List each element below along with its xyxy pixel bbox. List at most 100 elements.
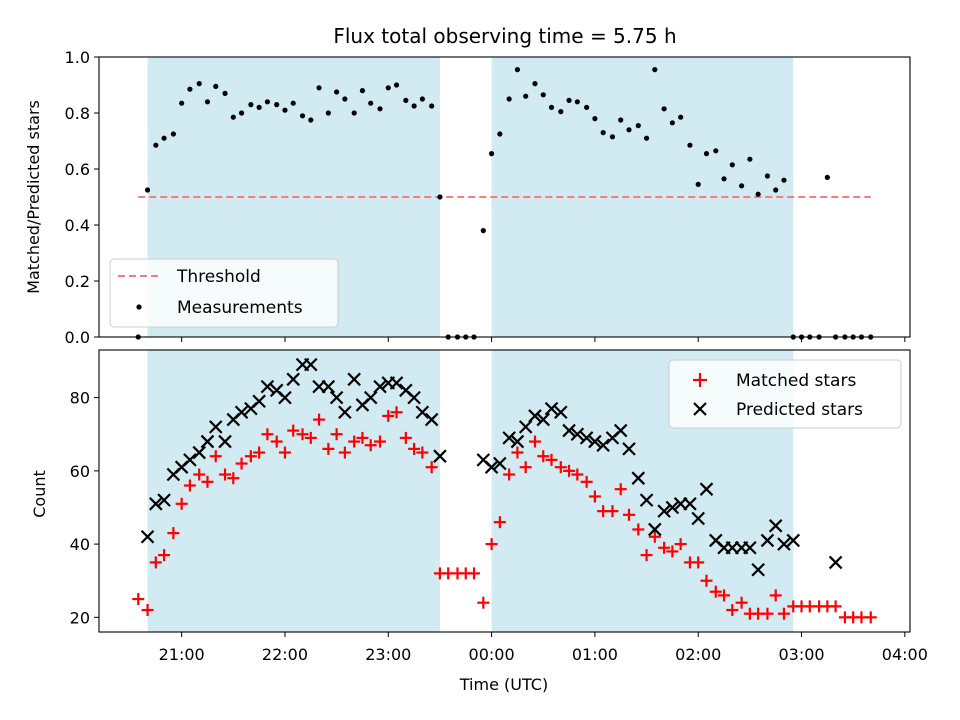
ytick-label: 0.0 [65, 328, 90, 347]
predicted-point-b [218, 434, 232, 449]
measurement-point [609, 134, 616, 140]
measurement-point [703, 151, 710, 157]
predicted-point [657, 504, 671, 518]
matched-point [193, 468, 206, 481]
predicted-point [218, 434, 232, 449]
ytick-label: 0.6 [65, 160, 90, 179]
predicted-point-b [579, 431, 594, 445]
bottom-legend-box [668, 359, 902, 429]
legend-threshold-label: Threshold [176, 267, 261, 287]
matched-point [640, 549, 653, 562]
predicted-point [433, 449, 447, 463]
predicted-point-b [234, 405, 249, 420]
predicted-point-b [639, 493, 654, 507]
matched-point [235, 457, 248, 470]
matched-point [511, 446, 524, 459]
predicted-point-b [536, 412, 551, 427]
measurement-point [480, 228, 486, 234]
matched-point [554, 461, 567, 474]
matched-point [374, 435, 387, 448]
predicted-point-b [407, 390, 421, 405]
predicted-point [760, 533, 775, 548]
measurement-point [713, 148, 719, 154]
predicted-point [528, 409, 542, 423]
matched-point [330, 428, 343, 441]
predicted-point-b [476, 453, 491, 467]
matched-point [399, 431, 412, 444]
measurement-point [652, 67, 658, 73]
measurement-point [584, 104, 590, 110]
measurement-point [661, 106, 667, 112]
top-ylabel: Matched/Predicted stars [24, 100, 43, 294]
measurement-point [755, 191, 761, 197]
predicted-point-b [304, 357, 318, 372]
measurement-point [248, 102, 254, 108]
predicted-point-b [208, 420, 223, 434]
predicted-point-b [510, 434, 525, 449]
matched-point [382, 409, 395, 422]
matched-point [735, 596, 748, 609]
measurement-point [566, 97, 572, 103]
predicted-point [424, 412, 439, 427]
predicted-point [200, 434, 215, 449]
predicted-point [631, 471, 646, 485]
matched-point [322, 442, 335, 455]
predicted-point-b [389, 376, 404, 390]
predicted-point-b [260, 379, 275, 394]
measurement-point [342, 96, 348, 102]
predicted-point [665, 500, 680, 515]
xtick-label: 01:00 [572, 645, 618, 664]
measurement-point [334, 89, 340, 95]
matched-point [468, 567, 481, 580]
measurement-point [532, 81, 538, 87]
predicted-point-b [192, 445, 206, 460]
measurement-point [635, 123, 641, 129]
predicted-point-b [149, 497, 163, 511]
predicted-point-b [708, 533, 723, 548]
predicted-point-b [648, 522, 662, 537]
matched-point [158, 549, 171, 562]
predicted-point [510, 434, 525, 449]
predicted-point [554, 405, 568, 420]
matched-point [348, 435, 361, 448]
predicted-point-b [691, 511, 705, 526]
predicted-point-b [200, 434, 215, 449]
matched-point [201, 475, 214, 488]
matched-point [777, 607, 790, 620]
predicted-point-b [828, 555, 843, 570]
matched-point [149, 556, 162, 569]
predicted-point-b [588, 434, 602, 449]
ytick-label: 80 [70, 389, 90, 408]
measurement-point [238, 110, 245, 116]
matched-point [390, 406, 403, 419]
predicted-point-b [665, 500, 680, 515]
matched-point [287, 424, 300, 437]
matched-point [304, 431, 317, 444]
measurement-point [695, 181, 701, 187]
matched-point [528, 435, 541, 448]
predicted-point-b [363, 390, 378, 405]
predicted-point-b [140, 530, 155, 544]
bottom-axes: 20 40 60 80 21:00 22:00 23:00 00:00 01:00 02:00 03… [70, 389, 928, 664]
measurement-point [523, 93, 529, 99]
bottom-xlabel: Time (UTC) [459, 675, 548, 694]
predicted-point-b [743, 540, 757, 555]
matched-point [425, 461, 438, 474]
measurement-point [187, 86, 193, 92]
predicted-point [234, 405, 249, 420]
measurement-point [729, 162, 735, 168]
measurement-point [497, 131, 503, 137]
predicted-point [140, 530, 155, 544]
predicted-point-b [484, 460, 499, 474]
predicted-point-b [424, 412, 439, 427]
matched-point [709, 585, 722, 598]
predicted-point-b [278, 390, 292, 405]
xtick-label: 23:00 [365, 645, 411, 664]
matched-point [761, 607, 774, 620]
matched-point [674, 538, 687, 551]
matched-point [167, 527, 180, 540]
predicted-point-b [528, 409, 542, 423]
matched-point [658, 541, 671, 554]
measurement-point [721, 176, 727, 182]
matched-point [632, 523, 645, 536]
